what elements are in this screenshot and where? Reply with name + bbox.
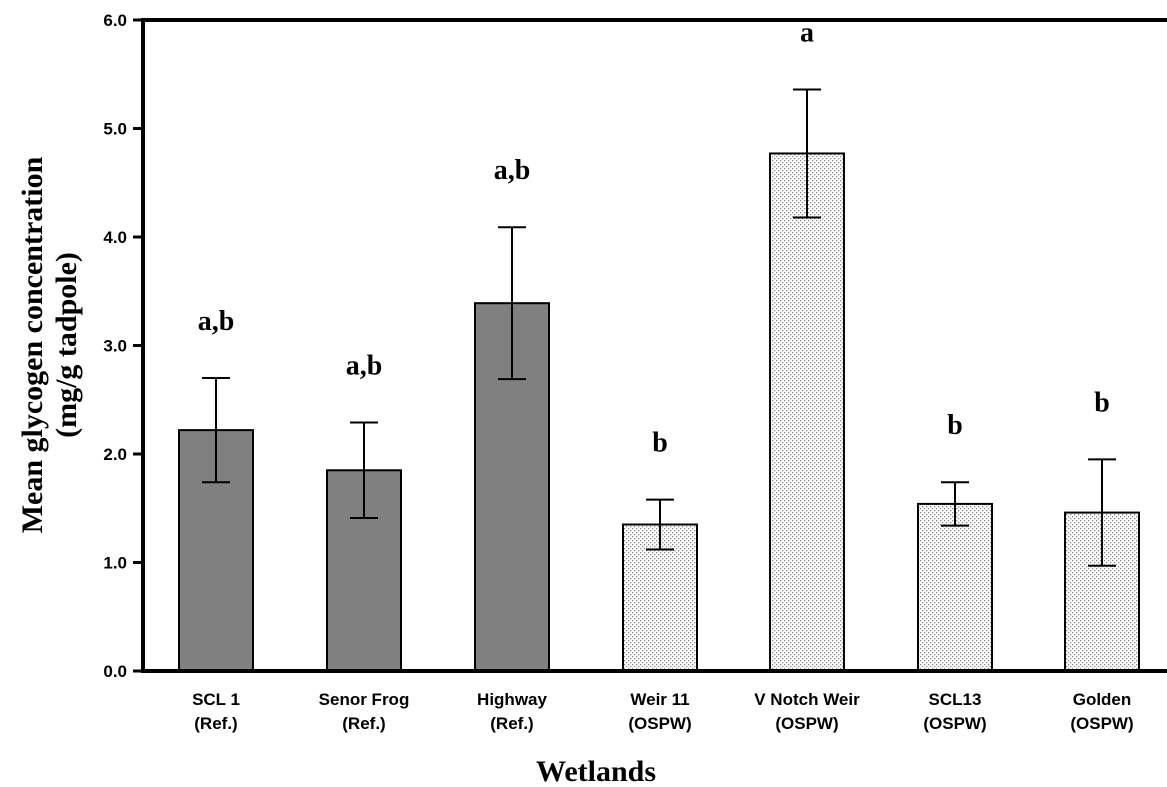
error-bar xyxy=(941,481,969,527)
category-label-name: Golden xyxy=(1073,690,1132,709)
y-axis-title-line-2: (mg/g tadpole) xyxy=(50,252,83,438)
y-tick-label: 3.0 xyxy=(103,337,127,356)
category-label-group: (OSPW) xyxy=(1070,714,1133,733)
significance-letter: b xyxy=(1094,387,1110,418)
significance-letter: a xyxy=(800,17,814,48)
y-tick-label: 6.0 xyxy=(103,11,127,30)
y-tick-label: 0.0 xyxy=(103,662,127,681)
category-label-name: Senor Frog xyxy=(319,690,410,709)
significance-letter: b xyxy=(947,410,963,441)
bar xyxy=(622,523,698,673)
category-label: SCL13 (OSPW) xyxy=(923,690,986,733)
error-bar xyxy=(350,421,378,520)
category-labels: SCL 1 (Ref.) Senor Frog (Ref.) Highway (Ref.)… xyxy=(192,690,1134,733)
error-bar xyxy=(1088,458,1116,567)
y-tick-label: 4.0 xyxy=(103,228,127,247)
category-label-name: Highway xyxy=(477,690,547,709)
category-label-name: SCL13 xyxy=(929,690,982,709)
category-label-name: SCL 1 xyxy=(192,690,240,709)
error-bar xyxy=(793,88,821,219)
significance-letters: a,b a,b a,b b a b b xyxy=(198,17,1110,458)
bars-layer xyxy=(178,152,1140,673)
category-label-group: (Ref.) xyxy=(490,714,533,733)
category-label: SCL 1 (Ref.) xyxy=(192,690,240,733)
significance-letter: a,b xyxy=(346,351,383,382)
category-label: Weir 11 (OSPW) xyxy=(628,690,691,733)
y-axis-title: Mean glycogen concentration (mg/g tadpol… xyxy=(16,156,83,533)
error-bar xyxy=(498,226,526,381)
y-tick-label: 5.0 xyxy=(103,120,127,139)
category-label: Senor Frog (Ref.) xyxy=(319,690,410,733)
category-label-name: V Notch Weir xyxy=(754,690,860,709)
y-tick-label: 1.0 xyxy=(103,554,127,573)
error-bars-layer xyxy=(202,88,1116,567)
significance-letter: a,b xyxy=(494,155,531,186)
category-label: Golden (OSPW) xyxy=(1070,690,1133,733)
y-ticks: 0.0 1.0 2.0 3.0 4.0 5.0 6.0 xyxy=(103,11,143,681)
y-tick-label: 2.0 xyxy=(103,445,127,464)
category-label-group: (OSPW) xyxy=(923,714,986,733)
error-bar xyxy=(202,377,230,484)
category-label-name: Weir 11 xyxy=(630,690,689,709)
category-label: Highway (Ref.) xyxy=(477,690,547,733)
significance-letter: b xyxy=(652,428,668,459)
significance-letter: a,b xyxy=(198,306,235,337)
category-label-group: (OSPW) xyxy=(628,714,691,733)
y-axis-title-line-1: Mean glycogen concentration xyxy=(16,156,49,533)
category-label: V Notch Weir (OSPW) xyxy=(754,690,860,733)
bar xyxy=(917,502,993,672)
error-bar xyxy=(646,498,674,551)
bar xyxy=(769,152,845,672)
category-label-group: (Ref.) xyxy=(342,714,385,733)
category-label-group: (OSPW) xyxy=(775,714,838,733)
x-axis-title: Wetlands xyxy=(536,755,656,787)
category-label-group: (Ref.) xyxy=(194,714,237,733)
